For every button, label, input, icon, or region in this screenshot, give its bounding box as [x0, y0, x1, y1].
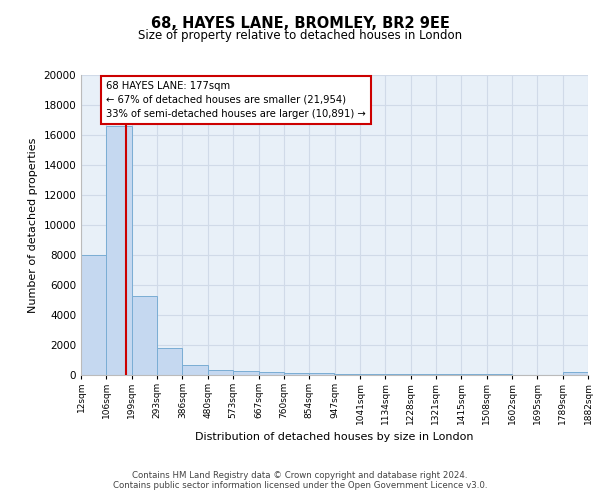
Text: Contains HM Land Registry data © Crown copyright and database right 2024.
Contai: Contains HM Land Registry data © Crown c…: [113, 470, 487, 490]
Bar: [208, 370, 233, 375]
Bar: [132, 296, 157, 375]
Bar: [335, 374, 360, 375]
Bar: [106, 126, 132, 375]
Bar: [487, 374, 512, 375]
Bar: [309, 373, 335, 375]
Bar: [461, 374, 487, 375]
Bar: [259, 372, 284, 375]
Bar: [157, 348, 182, 375]
Bar: [385, 374, 410, 375]
Bar: [410, 374, 436, 375]
Y-axis label: Number of detached properties: Number of detached properties: [28, 138, 38, 312]
Bar: [436, 374, 461, 375]
Bar: [360, 374, 385, 375]
Bar: [182, 364, 208, 375]
Text: 68 HAYES LANE: 177sqm
← 67% of detached houses are smaller (21,954)
33% of semi-: 68 HAYES LANE: 177sqm ← 67% of detached …: [106, 81, 366, 119]
Text: 68, HAYES LANE, BROMLEY, BR2 9EE: 68, HAYES LANE, BROMLEY, BR2 9EE: [151, 16, 449, 31]
Text: Size of property relative to detached houses in London: Size of property relative to detached ho…: [138, 29, 462, 42]
Bar: [563, 372, 588, 375]
Bar: [284, 373, 309, 375]
Bar: [81, 255, 106, 375]
Bar: [233, 371, 259, 375]
X-axis label: Distribution of detached houses by size in London: Distribution of detached houses by size …: [195, 432, 474, 442]
